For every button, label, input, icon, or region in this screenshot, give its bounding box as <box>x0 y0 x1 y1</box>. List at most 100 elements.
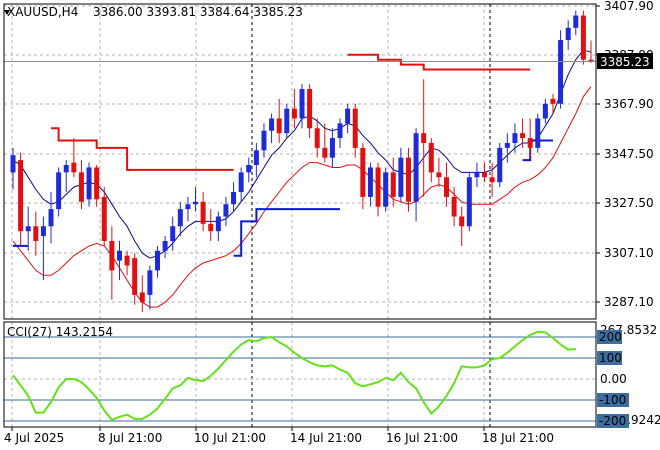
candle <box>269 113 275 143</box>
candle-body <box>177 209 183 227</box>
candle <box>482 162 488 183</box>
candle <box>33 211 39 256</box>
candle-body <box>284 108 290 134</box>
candle <box>512 123 518 153</box>
candle <box>101 187 107 246</box>
candle <box>307 84 313 139</box>
candle-body <box>329 138 335 158</box>
candle-body <box>436 172 442 178</box>
time-tick-label: 4 Jul 2025 <box>4 431 64 445</box>
current-price-box <box>597 53 653 69</box>
candle-body <box>466 177 472 227</box>
cci-level-label: 200 <box>599 330 622 344</box>
candle <box>466 172 472 232</box>
candle <box>451 187 457 227</box>
candle-body <box>322 147 328 158</box>
candle <box>405 147 411 212</box>
candle <box>246 157 252 183</box>
stop-lower-line-1 <box>233 208 340 257</box>
candle <box>352 103 358 158</box>
cci-panel-border <box>3 321 597 428</box>
candle-body <box>550 98 556 104</box>
candle <box>504 133 510 163</box>
candle-body <box>86 167 92 200</box>
cci-level-box <box>597 414 629 428</box>
time-tick-label: 16 Jul 21:00 <box>386 431 458 445</box>
candle-body <box>132 258 138 295</box>
candle-body <box>413 133 419 202</box>
candle-body <box>565 27 571 41</box>
candle-body <box>558 40 564 104</box>
candle-body <box>451 196 457 217</box>
candle <box>71 138 77 178</box>
candle <box>94 165 100 207</box>
candle <box>132 253 138 305</box>
candle-body <box>94 167 100 200</box>
stop-upper-line-1 <box>347 53 531 71</box>
candle <box>398 147 404 202</box>
candle <box>223 196 229 227</box>
candle <box>185 196 191 222</box>
stop-lower-line-2 <box>522 139 553 162</box>
time-tick-label: 14 Jul 21:00 <box>290 431 362 445</box>
candle <box>231 182 237 212</box>
candle <box>48 191 54 244</box>
cci-panel <box>4 330 596 422</box>
candle <box>170 216 176 251</box>
candle-body <box>147 270 153 295</box>
candle <box>109 226 115 300</box>
candle <box>421 79 427 197</box>
candle <box>459 206 465 246</box>
candle <box>413 128 419 222</box>
candle-body <box>116 250 122 261</box>
candle <box>124 250 130 276</box>
candle-body <box>223 204 229 217</box>
candle <box>520 118 526 148</box>
candle <box>367 162 373 207</box>
price-tick-label: 3287.10 <box>604 295 654 309</box>
candle-body <box>314 128 320 148</box>
candle <box>314 118 320 158</box>
grid <box>4 4 596 427</box>
candle <box>390 157 396 207</box>
candle <box>474 162 480 188</box>
stop-upper-line-0 <box>51 127 234 171</box>
candles <box>4 10 596 313</box>
candle-body <box>535 118 541 148</box>
candle-body <box>497 147 503 183</box>
dropdown-arrow-icon <box>4 10 10 15</box>
cci-level-box <box>597 351 622 365</box>
candle-body <box>588 59 594 62</box>
candle-body <box>352 108 358 148</box>
candle <box>155 245 160 278</box>
candle-body <box>383 172 389 207</box>
time-tick-label: 8 Jul 21:00 <box>98 431 162 445</box>
candle <box>558 30 564 109</box>
current-price-label: 3385.23 <box>600 55 650 69</box>
candle-body <box>200 201 206 224</box>
candle-body <box>10 155 16 173</box>
candle-body <box>291 108 297 119</box>
candle <box>573 10 579 36</box>
candle-body <box>474 172 480 178</box>
cci-level-label: 100 <box>599 351 622 365</box>
price-tick-label: 3307.10 <box>604 246 654 260</box>
candle <box>291 89 297 129</box>
candle-body <box>124 255 130 266</box>
candle <box>299 84 305 129</box>
candle <box>40 216 46 281</box>
candle-body <box>482 172 488 178</box>
candle <box>253 142 259 178</box>
price-tick-label: 3367.90 <box>604 97 654 111</box>
candle-body <box>170 226 176 241</box>
lower-band-line <box>12 86 592 308</box>
candle-body <box>246 165 252 173</box>
candle-body <box>139 292 145 303</box>
candle <box>580 10 586 65</box>
candle-body <box>231 191 237 205</box>
candle <box>550 93 556 114</box>
candle <box>200 191 206 232</box>
candle-body <box>185 204 191 210</box>
time-axis: 4 Jul 2025 8 Jul 21:00 10 Jul 21:00 14 Jul … <box>4 427 554 445</box>
